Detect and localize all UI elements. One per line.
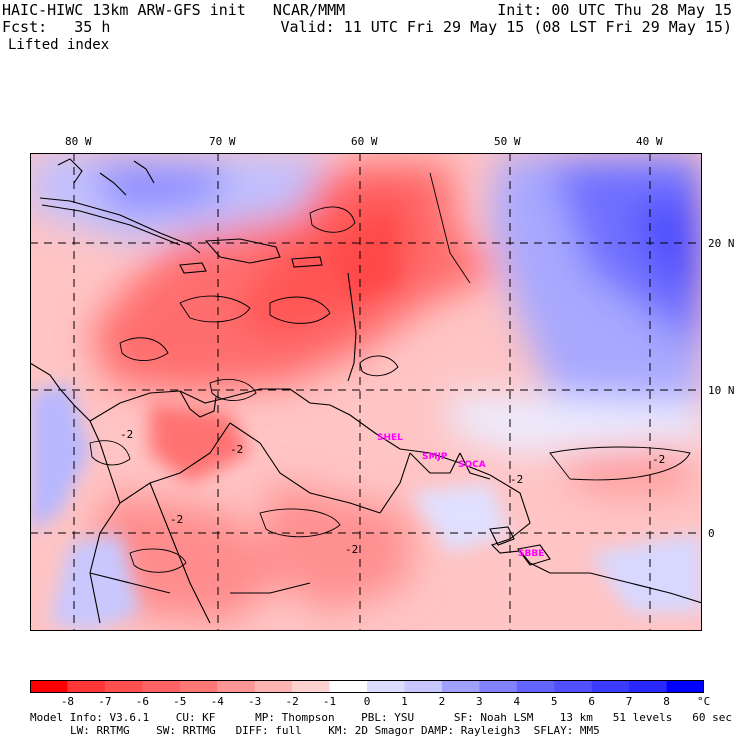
colorbar-tick-label: 4 bbox=[513, 695, 521, 708]
lon-label-50w: 50 W bbox=[494, 135, 521, 148]
colorbar-tick-label: 3 bbox=[476, 695, 483, 708]
coastlines bbox=[30, 158, 702, 624]
contour-label: -2 bbox=[510, 473, 523, 486]
field-name: Lifted index bbox=[8, 37, 110, 53]
colorbar-swatch bbox=[67, 680, 106, 693]
contour-label: -2 bbox=[652, 453, 665, 466]
station-label-shel: SHEL bbox=[377, 433, 403, 443]
lon-label-40w: 40 W bbox=[636, 135, 663, 148]
colorbar-tick-label: 5 bbox=[550, 695, 558, 708]
station-label-soca: SOCA bbox=[458, 460, 486, 470]
colorbar-swatch bbox=[629, 680, 668, 693]
model-info-line1: Model Info: V3.6.1 CU: KF MP: Thompson P… bbox=[30, 711, 732, 724]
station-label-smjp: SMJP bbox=[422, 452, 448, 462]
model-info-line2: LW: RRTMG SW: RRTMG DIFF: full KM: 2D Sm… bbox=[70, 724, 600, 737]
colorbar bbox=[30, 680, 704, 693]
colorbar-swatch bbox=[329, 680, 368, 693]
colorbar-tick-label: -5 bbox=[173, 695, 187, 708]
colorbar-tick-label: -1 bbox=[322, 695, 337, 708]
colorbar-tick-label: -6 bbox=[135, 695, 149, 708]
contour-label: -2 bbox=[345, 543, 358, 556]
contour-lines bbox=[89, 172, 691, 573]
colorbar-tick-label: -4 bbox=[210, 695, 224, 708]
colorbar-swatch bbox=[292, 680, 331, 693]
colorbar-unit: °C bbox=[697, 695, 711, 708]
lat-label-20n: 20 N bbox=[708, 237, 735, 250]
map-frame bbox=[30, 153, 702, 631]
colorbar-tick-label: 8 bbox=[663, 695, 670, 708]
colorbar-tick-label: -7 bbox=[98, 695, 112, 708]
colorbar-tick-label: -8 bbox=[60, 695, 75, 708]
graticule bbox=[30, 153, 702, 631]
header-init-time: Init: 00 UTC Thu 28 May 15 bbox=[497, 1, 732, 19]
colorbar-tick-label: -2 bbox=[285, 695, 299, 708]
colorbar-swatch bbox=[441, 680, 480, 693]
colorbar-swatch bbox=[554, 680, 593, 693]
colorbar-swatch bbox=[516, 680, 555, 693]
colorbar-tick-label: 2 bbox=[438, 695, 446, 708]
lon-label-80w: 80 W bbox=[65, 135, 92, 148]
header-valid-time: Valid: 11 UTC Fri 29 May 15 (08 LST Fri … bbox=[280, 18, 732, 36]
colorbar-swatch bbox=[479, 680, 518, 693]
contour-label: -2 bbox=[170, 513, 183, 526]
colorbar-swatch bbox=[254, 680, 293, 693]
lat-label-0: 0 bbox=[708, 527, 715, 540]
colorbar-swatch bbox=[179, 680, 218, 693]
header-forecast-hour: Fcst: 35 h bbox=[2, 18, 111, 36]
colorbar-tick-label: 6 bbox=[588, 695, 595, 708]
colorbar-tick-label: -3 bbox=[248, 695, 262, 708]
colorbar-swatch bbox=[142, 680, 181, 693]
lon-label-70w: 70 W bbox=[209, 135, 236, 148]
colorbar-swatch bbox=[666, 680, 704, 693]
contour-label: -2 bbox=[120, 428, 133, 441]
station-label-sbbe: SBBE bbox=[518, 549, 544, 559]
colorbar-swatch bbox=[404, 680, 443, 693]
colorbar-tick-label: 1 bbox=[401, 695, 408, 708]
lifted-index-map: -2 -2 -2 -2 -2 -2 SHEL SMJP SOCA SBBE bbox=[30, 153, 702, 631]
header-title: HAIC-HIWC 13km ARW-GFS init NCAR/MMM bbox=[2, 1, 346, 19]
colorbar-swatch bbox=[30, 680, 68, 693]
colorbar-swatch bbox=[104, 680, 143, 693]
colorbar-swatch bbox=[217, 680, 256, 693]
colorbar-swatch bbox=[591, 680, 630, 693]
contour-label: -2 bbox=[230, 443, 243, 456]
lon-label-60w: 60 W bbox=[351, 135, 378, 148]
lat-label-10n: 10 N bbox=[708, 384, 735, 397]
colorbar-tick-label: 0 bbox=[363, 695, 371, 708]
colorbar-tick-label: 7 bbox=[625, 695, 633, 708]
colorbar-swatch bbox=[367, 680, 405, 693]
